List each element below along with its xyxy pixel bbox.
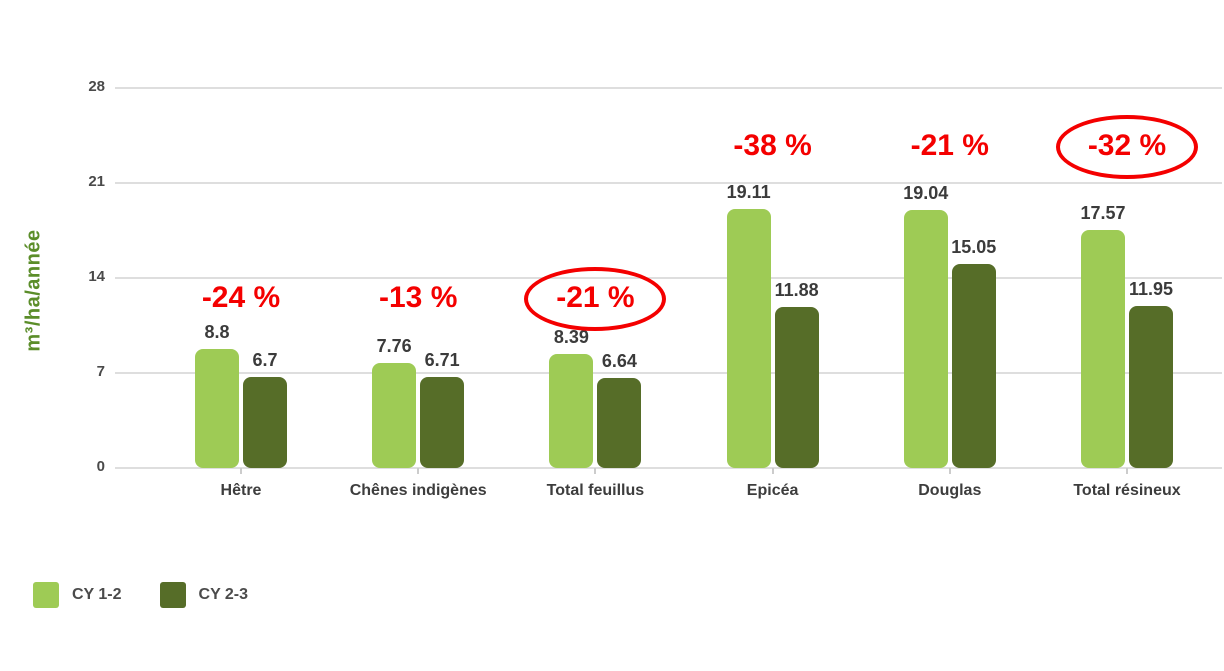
y-tick-label: 7: [96, 363, 105, 380]
legend-label: CY 2-3: [198, 586, 249, 603]
bar-cy-2-3: [420, 376, 465, 468]
bar-value-label: 17.57: [1080, 202, 1126, 223]
x-category-label: Hêtre: [220, 482, 262, 499]
bar-value-label: 11.95: [1128, 278, 1174, 299]
bar-cy-2-3: [951, 263, 996, 468]
y-tick-label: 0: [96, 458, 105, 475]
bar-value-label: 6.64: [601, 350, 637, 371]
x-axis-tick: [771, 468, 774, 474]
annotation-circle: [524, 267, 667, 331]
annotation-pct-label: -24 %: [201, 281, 281, 314]
x-category-label: Douglas: [918, 482, 982, 499]
x-category-label: Total feuillus: [546, 482, 645, 499]
bar-value-label: 15.05: [951, 236, 997, 257]
annotation-pct-label: -13 %: [379, 281, 458, 314]
bar-value-label: 6.71: [424, 349, 460, 370]
x-axis-tick: [240, 468, 242, 474]
x-axis-tick: [948, 468, 951, 474]
bar-cy-1-2: [903, 209, 948, 468]
bar-cy-2-3: [1129, 305, 1173, 468]
annotation-circle: [1056, 115, 1198, 179]
y-tick-label: 28: [88, 78, 105, 95]
bar-cy-2-3: [774, 306, 819, 468]
y-axis-title: m³/ha/année: [22, 229, 45, 352]
bar-value-label: 19.11: [726, 181, 771, 202]
gridline-7: [115, 372, 1222, 374]
annotation-pct-label: -38 %: [733, 129, 812, 162]
x-axis-tick: [594, 468, 597, 474]
bar-value-label: 8.8: [204, 321, 230, 342]
bar-cy-1-2: [195, 348, 239, 468]
gridline-28: [115, 87, 1222, 89]
gridline-0: [115, 467, 1222, 469]
bar-cy-1-2: [726, 208, 771, 468]
gridline-14: [115, 277, 1222, 279]
annotation-pct-label: -21 %: [556, 281, 635, 314]
annotation-pct-label: -32 %: [1087, 129, 1167, 162]
legend-swatch: [33, 582, 59, 608]
bar-value-label: 19.04: [903, 182, 949, 203]
x-category-label: Chênes indigènes: [349, 482, 487, 499]
bar-cy-1-2: [549, 354, 594, 468]
bar-cy-2-3: [243, 377, 287, 468]
legend-item: CY 2-3: [159, 582, 249, 608]
legend-item: CY 1-2: [33, 582, 122, 608]
y-tick-label: 14: [88, 268, 105, 285]
x-category-label: Total résineux: [1073, 482, 1181, 499]
x-axis-tick: [417, 468, 420, 474]
y-tick-label: 21: [88, 173, 105, 190]
gridline-21: [115, 182, 1222, 184]
legend-label: CY 1-2: [72, 586, 122, 603]
legend-swatch: [159, 582, 186, 608]
bar-cy-2-3: [597, 377, 642, 468]
bar-value-label: 11.88: [774, 279, 819, 300]
bar-value-label: 8.39: [553, 327, 589, 348]
x-axis-tick: [1126, 468, 1128, 474]
x-category-label: Epicéa: [746, 482, 799, 499]
bar-cy-1-2: [1081, 229, 1125, 468]
bar-value-label: 7.76: [376, 335, 412, 356]
annotation-pct-label: -21 %: [910, 129, 989, 162]
legend: CY 1-2 CY 2-3: [33, 582, 248, 608]
bar-cy-1-2: [372, 362, 417, 468]
bar-value-label: 6.7: [252, 350, 278, 371]
